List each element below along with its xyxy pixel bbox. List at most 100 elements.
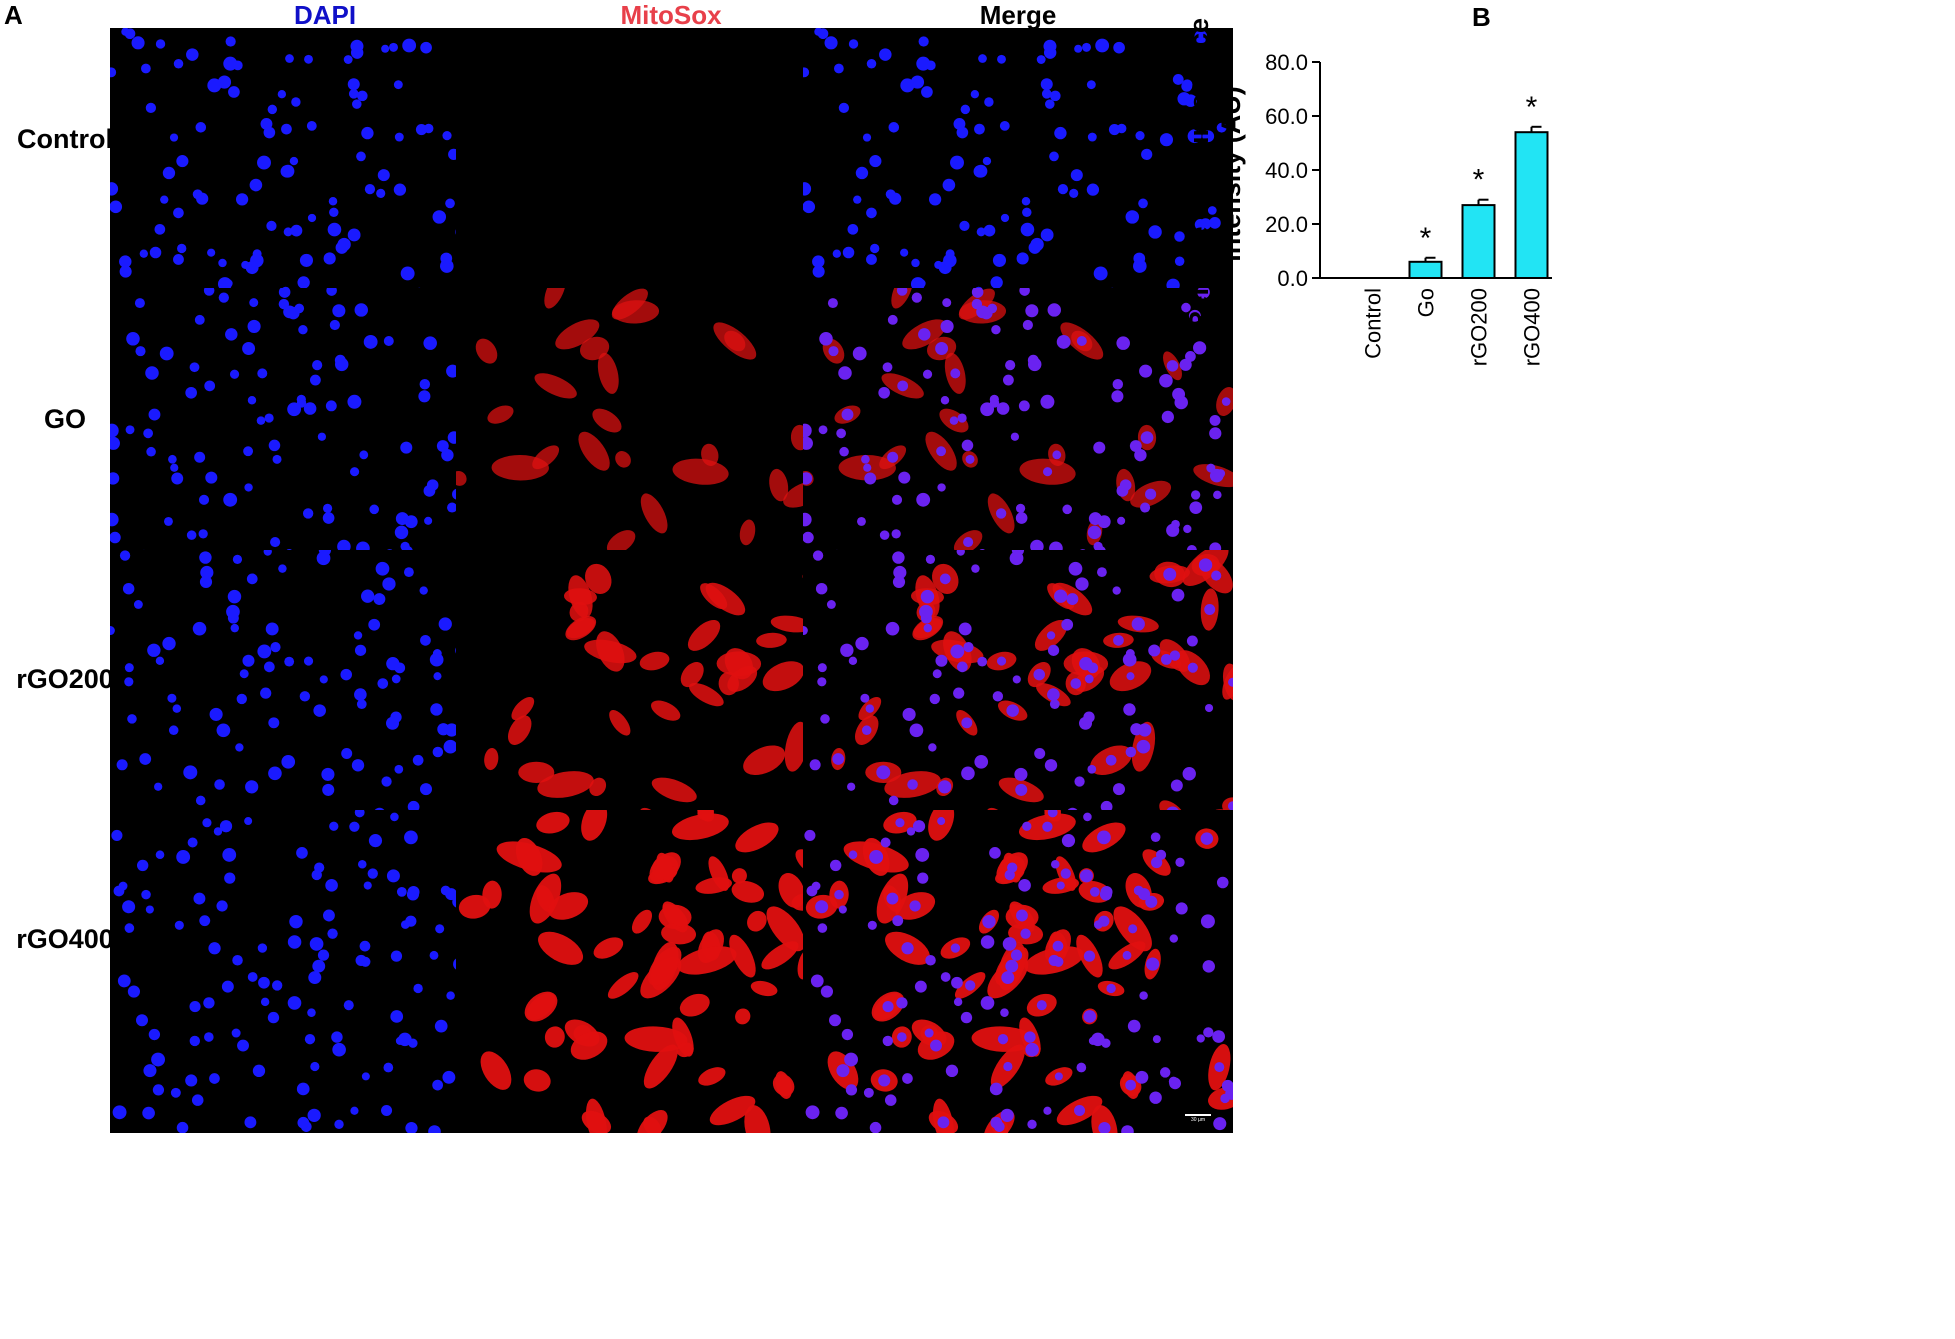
- nucleus: [817, 923, 828, 933]
- nucleus: [940, 319, 954, 334]
- x-category-label: rGO200: [1467, 288, 1492, 366]
- nucleus: [803, 423, 812, 438]
- nucleus: [886, 892, 899, 905]
- nucleus: [879, 530, 890, 540]
- nucleus: [361, 589, 375, 603]
- cell-stain: [538, 931, 584, 965]
- cell-stain: [701, 443, 719, 466]
- nucleus: [189, 362, 200, 373]
- nucleus: [1123, 703, 1136, 716]
- nucleus: [887, 314, 898, 325]
- nucleus: [284, 656, 295, 667]
- row-label-rgo400: rGO400: [16, 924, 114, 954]
- nucleus: [369, 504, 379, 515]
- nucleus: [1155, 849, 1167, 860]
- nucleus: [1045, 99, 1055, 109]
- nucleus: [1129, 440, 1142, 452]
- x-category-label: Go: [1414, 288, 1439, 317]
- nucleus: [285, 54, 294, 63]
- nucleus: [1074, 44, 1083, 53]
- nucleus: [322, 503, 333, 513]
- nucleus: [437, 723, 450, 736]
- nucleus: [870, 243, 880, 254]
- nucleus: [277, 90, 287, 99]
- nucleus: [304, 54, 313, 64]
- nucleus: [1175, 857, 1185, 867]
- nucleus: [1050, 859, 1060, 869]
- nucleus: [1119, 479, 1132, 491]
- nucleus: [308, 971, 322, 985]
- cell-stain: [579, 336, 610, 361]
- bar-rgo200: [1461, 204, 1496, 280]
- nucleus: [983, 224, 996, 237]
- nucleus: [332, 1042, 346, 1057]
- nucleus: [1062, 504, 1072, 515]
- nucleus: [287, 935, 302, 949]
- nucleus: [205, 471, 218, 484]
- nucleus: [901, 942, 914, 955]
- nucleus: [1005, 360, 1016, 371]
- nucleus: [922, 369, 933, 379]
- nucleus: [303, 402, 317, 415]
- nucleus: [1130, 723, 1143, 736]
- cell-stain: [607, 972, 639, 999]
- nucleus: [878, 1074, 891, 1087]
- nucleus: [1204, 703, 1214, 713]
- nucleus: [176, 850, 191, 864]
- nucleus: [111, 829, 123, 841]
- nucleus: [349, 821, 360, 832]
- nucleus: [832, 753, 845, 765]
- cell-stain: [770, 615, 812, 633]
- nucleus: [1000, 1008, 1009, 1017]
- nucleus: [1015, 512, 1028, 524]
- nucleus: [1002, 374, 1014, 386]
- nucleus: [928, 743, 937, 752]
- nucleus: [1083, 1010, 1097, 1023]
- nucleus: [239, 669, 249, 679]
- nucleus: [1184, 94, 1197, 107]
- nucleus: [337, 237, 351, 252]
- bar-rgo400: [1514, 131, 1549, 279]
- nucleus: [119, 550, 131, 561]
- nucleus: [1228, 677, 1233, 687]
- nucleus: [980, 935, 995, 949]
- nucleus: [942, 298, 952, 308]
- nucleus: [110, 472, 120, 485]
- nucleus: [177, 243, 187, 254]
- nucleus: [1019, 288, 1030, 296]
- nucleus: [1016, 252, 1029, 265]
- nucleus: [982, 156, 992, 166]
- scale-bar: 30 µm: [1185, 1114, 1211, 1123]
- nucleus: [1048, 954, 1060, 967]
- cell-stain: [475, 338, 498, 364]
- cell-stain: [750, 980, 778, 997]
- nucleus: [203, 288, 215, 296]
- nucleus: [804, 829, 816, 841]
- nucleus: [1052, 940, 1064, 952]
- nucleus: [1025, 304, 1039, 318]
- nucleus: [306, 120, 317, 131]
- nucleus: [218, 258, 227, 268]
- nucleus: [940, 972, 951, 982]
- nucleus: [909, 723, 924, 738]
- nucleus: [1145, 488, 1157, 500]
- nucleus: [258, 976, 270, 989]
- nucleus: [848, 656, 858, 666]
- nucleus: [328, 196, 338, 206]
- nucleus: [1139, 991, 1148, 1000]
- nucleus: [956, 661, 968, 673]
- nucleus: [323, 909, 335, 922]
- cell-stain: [651, 777, 697, 803]
- nucleus: [225, 36, 236, 47]
- nucleus: [357, 859, 367, 869]
- nucleus: [1068, 561, 1083, 576]
- nucleus: [1195, 34, 1206, 45]
- nucleus: [1100, 885, 1113, 898]
- nucleus: [811, 881, 821, 891]
- nucleus: [176, 155, 189, 168]
- nucleus: [317, 432, 327, 441]
- nucleus: [174, 920, 184, 930]
- nucleus: [861, 725, 872, 735]
- nucleus: [866, 207, 877, 219]
- nucleus: [857, 516, 866, 526]
